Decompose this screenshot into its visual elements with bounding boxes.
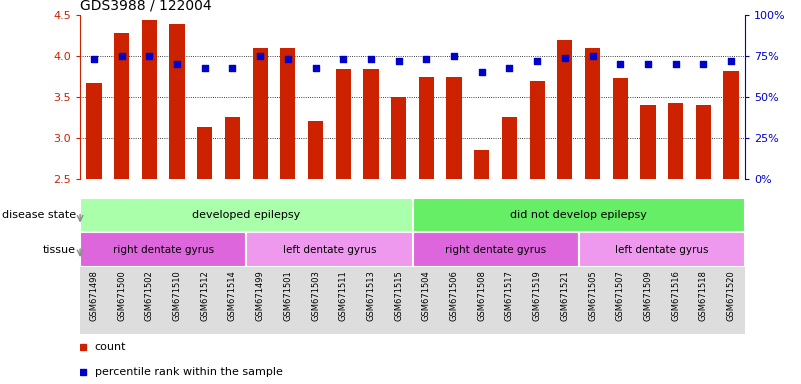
Text: GSM671503: GSM671503 <box>311 270 320 321</box>
Bar <box>364 69 379 179</box>
Point <box>614 61 626 67</box>
Bar <box>578 232 745 267</box>
Text: GSM671498: GSM671498 <box>90 270 99 321</box>
Point <box>642 61 654 67</box>
Point <box>199 65 211 71</box>
Point <box>115 53 128 59</box>
Text: tissue: tissue <box>43 245 76 255</box>
Text: right dentate gyrus: right dentate gyrus <box>113 245 214 255</box>
Point <box>558 55 571 61</box>
Bar <box>640 105 655 179</box>
Bar <box>308 121 323 179</box>
Bar <box>80 198 413 232</box>
Bar <box>413 232 578 267</box>
Point <box>725 58 738 64</box>
Point <box>670 61 682 67</box>
Point <box>420 56 433 63</box>
Text: GSM671518: GSM671518 <box>699 270 708 321</box>
Point <box>531 58 544 64</box>
Text: percentile rank within the sample: percentile rank within the sample <box>95 366 283 377</box>
Text: GSM671508: GSM671508 <box>477 270 486 321</box>
Point <box>586 53 599 59</box>
Point <box>337 56 350 63</box>
Text: GSM671505: GSM671505 <box>588 270 597 321</box>
Text: GSM671507: GSM671507 <box>616 270 625 321</box>
Bar <box>585 48 600 179</box>
Bar <box>474 150 489 179</box>
Text: GSM671501: GSM671501 <box>284 270 292 321</box>
Point <box>226 65 239 71</box>
Text: GSM671517: GSM671517 <box>505 270 514 321</box>
Text: left dentate gyrus: left dentate gyrus <box>283 245 376 255</box>
Text: GSM671511: GSM671511 <box>339 270 348 321</box>
Text: GSM671504: GSM671504 <box>422 270 431 321</box>
Bar <box>557 40 573 179</box>
Text: GSM671520: GSM671520 <box>727 270 735 321</box>
Bar <box>247 232 413 267</box>
Point <box>254 53 267 59</box>
Text: GDS3988 / 122004: GDS3988 / 122004 <box>80 0 211 13</box>
Point <box>281 56 294 63</box>
Bar <box>225 117 240 179</box>
Bar <box>87 83 102 179</box>
Point <box>475 70 488 76</box>
Point <box>392 58 405 64</box>
Text: GSM671500: GSM671500 <box>117 270 126 321</box>
Point <box>171 61 183 67</box>
Text: GSM671514: GSM671514 <box>228 270 237 321</box>
Text: GSM671510: GSM671510 <box>172 270 182 321</box>
Text: GSM671516: GSM671516 <box>671 270 680 321</box>
Bar <box>613 78 628 179</box>
Bar <box>502 117 517 179</box>
Text: developed epilepsy: developed epilepsy <box>192 210 300 220</box>
Point <box>697 61 710 67</box>
Text: GSM671512: GSM671512 <box>200 270 209 321</box>
Text: GSM671509: GSM671509 <box>643 270 653 321</box>
Point <box>87 56 100 63</box>
Text: GSM671499: GSM671499 <box>256 270 264 321</box>
Bar <box>114 33 129 179</box>
Text: GSM671506: GSM671506 <box>449 270 458 321</box>
Text: GSM671513: GSM671513 <box>367 270 376 321</box>
Bar <box>391 97 406 179</box>
Bar <box>142 20 157 179</box>
Bar <box>280 48 296 179</box>
Text: GSM671502: GSM671502 <box>145 270 154 321</box>
Bar <box>668 103 683 179</box>
Text: did not develop epilepsy: did not develop epilepsy <box>510 210 647 220</box>
Text: GSM671521: GSM671521 <box>561 270 570 321</box>
Bar <box>170 24 185 179</box>
Bar <box>446 76 461 179</box>
Point <box>364 56 377 63</box>
Text: left dentate gyrus: left dentate gyrus <box>615 245 709 255</box>
Bar <box>197 127 212 179</box>
Bar <box>723 71 739 179</box>
Text: GSM671515: GSM671515 <box>394 270 403 321</box>
Bar <box>252 48 268 179</box>
Bar <box>696 105 711 179</box>
Point <box>309 65 322 71</box>
Bar <box>529 81 545 179</box>
Point <box>503 65 516 71</box>
Bar <box>413 198 745 232</box>
Text: right dentate gyrus: right dentate gyrus <box>445 245 546 255</box>
Bar <box>80 232 247 267</box>
Point <box>448 53 461 59</box>
Text: GSM671519: GSM671519 <box>533 270 541 321</box>
Bar <box>419 76 434 179</box>
Text: disease state: disease state <box>2 210 76 220</box>
Bar <box>336 69 351 179</box>
Text: count: count <box>95 341 127 352</box>
Point <box>143 53 155 59</box>
